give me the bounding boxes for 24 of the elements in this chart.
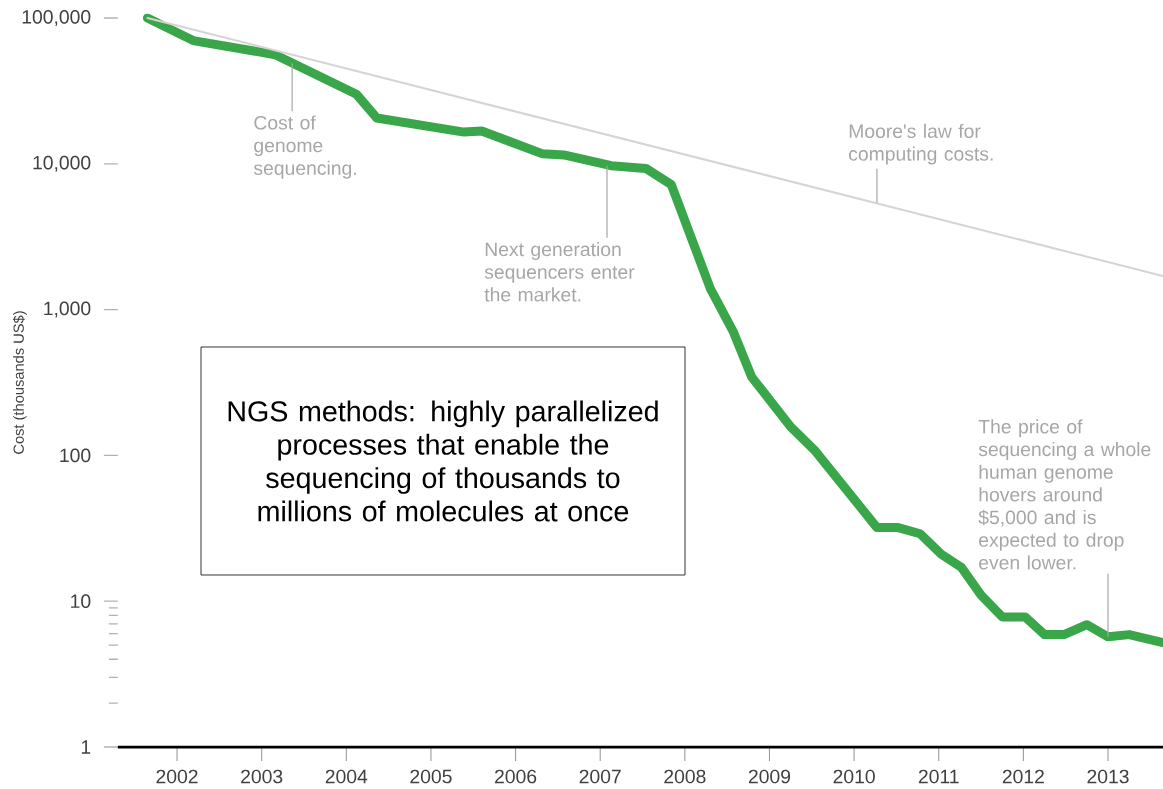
y-tick-label: 100,000 [22,10,91,26]
x-tick-label: 2004 [325,769,368,784]
x-tick-label: 2013 [1087,769,1129,784]
y-tick-label: 10,000 [33,155,91,172]
annotation: Next generation sequencers enter the market. [484,241,635,302]
y-tick-label: 100 [60,448,91,463]
x-tick-label: 2002 [156,769,198,784]
x-tick-label: 2012 [1002,769,1044,784]
x-tick-label: 2005 [410,769,452,784]
x-tick-label: 2009 [748,769,791,784]
annotation: Moore's law for computing costs. [849,123,993,165]
annotation: Cost of genome sequencing. [253,115,356,179]
x-tick-label: 2007 [579,769,621,784]
x-tick-label: 2011 [918,769,959,784]
annotation: NGS methods: highly parallelized processes that enable the sequencing of thousands to millions of molecules at once [228,400,658,522]
y-tick-label: 1,000 [44,301,91,318]
x-tick-label: 2003 [241,769,283,784]
annotation: The price of sequencing a whole human genome hovers around $5,000 and is expected to drop even lower. [978,419,1151,570]
x-tick-label: 2008 [664,769,706,784]
y-tick-label: 1 [81,740,91,754]
y-tick-label: 10 [71,594,91,609]
x-tick-label: 2010 [833,769,875,784]
x-tick-label: 2006 [495,769,537,784]
y-axis-title: Cost (thousands US$) [12,311,27,454]
